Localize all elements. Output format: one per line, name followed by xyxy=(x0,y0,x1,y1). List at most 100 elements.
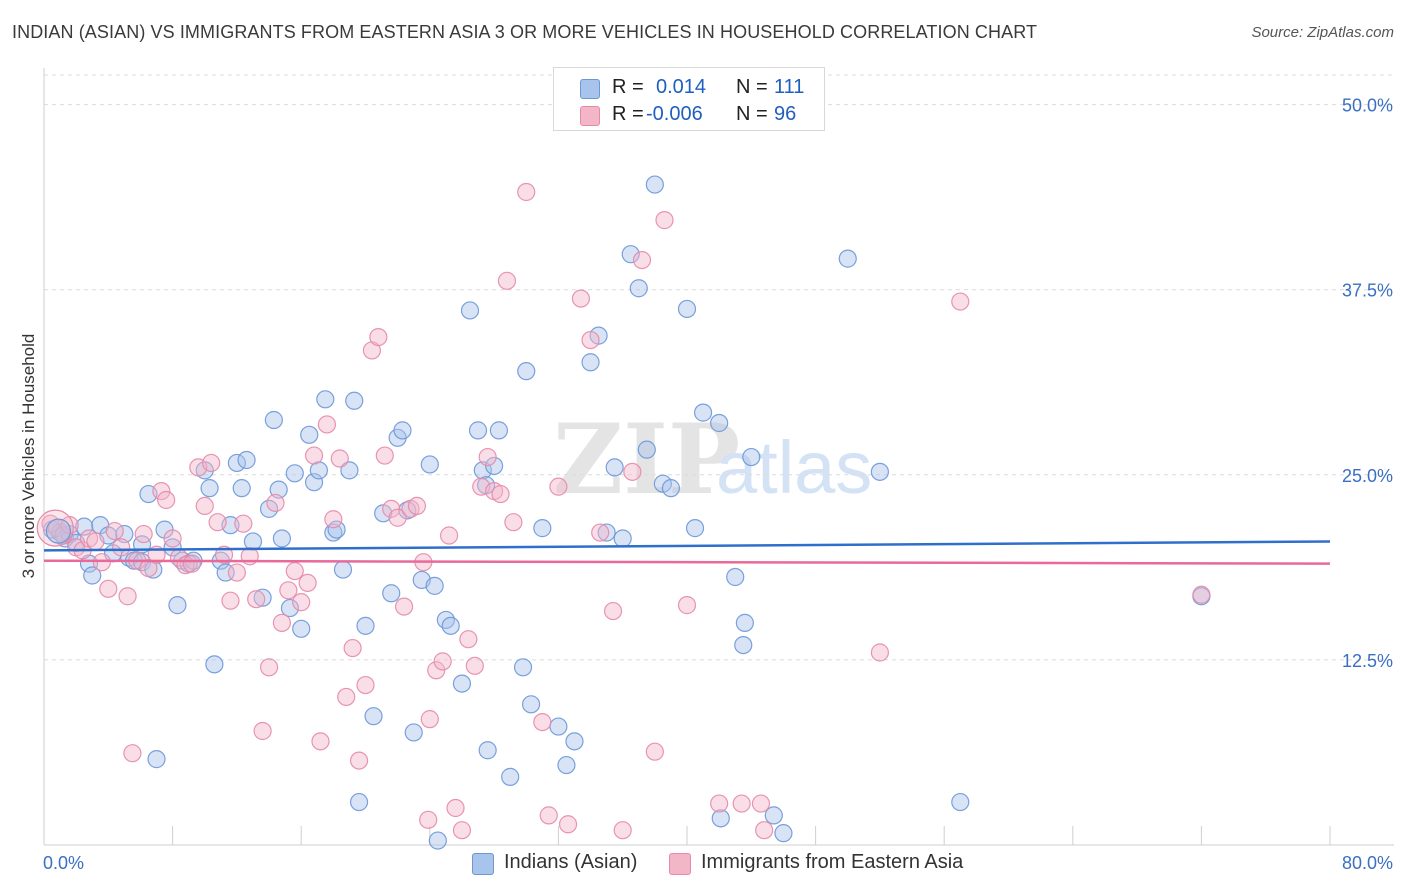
point-immigrants xyxy=(388,508,407,527)
point-immigrants xyxy=(272,613,292,632)
legend-r-label: R = xyxy=(612,103,644,125)
point-indians xyxy=(764,806,783,825)
point-indians xyxy=(521,695,541,714)
point-immigrants xyxy=(623,462,642,481)
point-immigrants xyxy=(202,453,221,473)
point-indians xyxy=(774,824,793,843)
point-indians xyxy=(711,809,730,828)
point-immigrants xyxy=(311,732,330,751)
point-indians xyxy=(621,245,640,264)
point-indians xyxy=(340,461,359,480)
point-immigrants xyxy=(247,590,266,609)
legend-swatch-blue xyxy=(580,79,600,99)
point-indians xyxy=(533,519,552,538)
point-indians xyxy=(436,610,455,630)
point-indians xyxy=(253,588,272,607)
point-indians xyxy=(685,519,705,538)
point-immigrants xyxy=(227,563,246,582)
point-immigrants xyxy=(645,742,664,761)
legend-swatch-pink xyxy=(580,106,600,126)
point-immigrants xyxy=(613,821,632,840)
point-immigrants xyxy=(497,271,517,290)
point-immigrants xyxy=(369,327,388,347)
point-indians xyxy=(264,410,283,430)
point-immigrants xyxy=(112,538,131,557)
point-indians xyxy=(232,479,251,498)
point-immigrants xyxy=(755,821,774,840)
point-immigrants xyxy=(655,211,674,230)
point-indians xyxy=(83,566,102,585)
point-immigrants xyxy=(465,656,484,675)
point-immigrants xyxy=(330,449,349,468)
point-indians xyxy=(243,532,263,551)
point-indians xyxy=(404,723,423,742)
point-indians xyxy=(460,301,480,320)
point-indians xyxy=(951,792,970,812)
point-indians xyxy=(549,717,568,736)
point-immigrants xyxy=(446,798,465,818)
legend-n-value: 111 xyxy=(774,76,805,98)
point-immigrants xyxy=(259,658,279,677)
point-immigrants xyxy=(86,532,105,551)
point-indians xyxy=(605,458,624,477)
point-immigrants xyxy=(134,524,153,544)
point-indians xyxy=(393,421,412,440)
watermark-zip: ZIP xyxy=(553,403,740,516)
legend-r-label: R = xyxy=(612,76,644,98)
point-indians xyxy=(485,456,504,476)
point-indians xyxy=(327,520,346,539)
point-immigrants xyxy=(99,579,118,598)
point-indians xyxy=(75,517,94,536)
point-immigrants xyxy=(266,493,285,513)
point-immigrants xyxy=(591,523,610,542)
point-indians xyxy=(478,741,497,760)
point-immigrants xyxy=(571,289,591,308)
point-immigrants xyxy=(439,526,459,545)
point-immigrants xyxy=(343,638,362,658)
y-tick-label: 50.0% xyxy=(1342,96,1393,116)
point-indians xyxy=(517,362,536,381)
point-immigrants xyxy=(105,521,124,541)
point-indians xyxy=(425,576,444,595)
point-indians xyxy=(333,560,353,579)
point-indians xyxy=(304,473,324,492)
legend-r-value: -0.006 xyxy=(646,103,703,125)
point-indians xyxy=(645,175,664,194)
point-indians xyxy=(735,613,754,632)
point-indians xyxy=(420,455,439,474)
point-indians xyxy=(147,750,166,769)
point-immigrants xyxy=(157,490,176,510)
point-indians xyxy=(677,299,697,319)
point-indians xyxy=(205,655,224,674)
y-axis-label: 3 or more Vehicles in Household xyxy=(19,334,38,579)
point-indians xyxy=(597,523,616,542)
y-tick-label: 37.5% xyxy=(1342,281,1393,301)
point-immigrants xyxy=(491,484,510,504)
point-indians xyxy=(280,598,300,618)
chart-source: Source: ZipAtlas.com xyxy=(1251,24,1394,41)
point-immigrants xyxy=(394,597,414,616)
point-indians xyxy=(382,584,401,603)
chart-title: INDIAN (ASIAN) VS IMMIGRANTS FROM EASTER… xyxy=(12,22,1038,42)
trend-line-indians xyxy=(43,540,1331,552)
series-legend-label: Indians (Asian) xyxy=(504,851,638,873)
point-immigrants xyxy=(751,794,771,813)
stats-legend-row-immigrants: R = -0.006 N = 96 xyxy=(554,101,824,129)
point-indians xyxy=(324,523,343,542)
point-immigrants xyxy=(118,587,137,606)
point-immigrants xyxy=(317,415,337,434)
point-indians xyxy=(693,403,713,422)
point-indians xyxy=(581,353,600,372)
point-indians xyxy=(441,616,460,635)
point-immigrants xyxy=(504,513,523,532)
point-immigrants xyxy=(419,810,438,829)
y-tick-label: 12.5% xyxy=(1342,651,1393,671)
point-indians xyxy=(661,479,681,498)
legend-n-label: N = xyxy=(736,76,768,98)
point-immigrants xyxy=(452,821,472,840)
point-indians xyxy=(742,447,761,467)
point-indians xyxy=(637,440,656,459)
point-indians xyxy=(300,425,319,444)
point-indians xyxy=(565,732,584,751)
point-indians xyxy=(269,480,288,499)
